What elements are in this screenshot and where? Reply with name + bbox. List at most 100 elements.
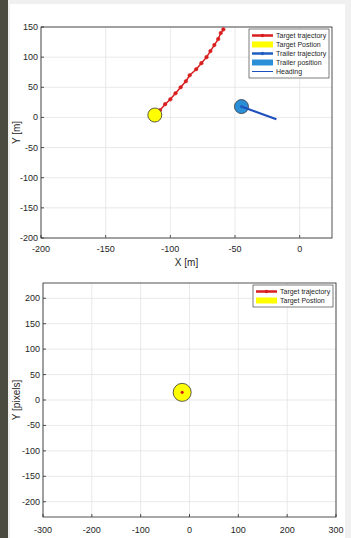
grid-line: [170, 27, 171, 238]
legend-label: Target Postion: [276, 41, 321, 49]
tick-label: -100: [22, 446, 40, 456]
tick-mark: [105, 235, 106, 238]
tick-label: 0: [187, 525, 192, 535]
tick-label: 100: [25, 344, 40, 354]
grid-line: [41, 177, 332, 178]
tick-label: -200: [83, 525, 101, 535]
trajectory-point: [163, 102, 167, 106]
tick-label: -50: [228, 244, 241, 254]
tick-label: -100: [161, 244, 179, 254]
tick-mark: [170, 235, 171, 238]
legend-label: Target trajectory: [276, 32, 327, 40]
tick-mark: [43, 298, 46, 299]
trajectory-point: [209, 49, 213, 53]
tick-mark: [43, 374, 46, 375]
trajectory-point: [205, 55, 209, 59]
tick-mark: [238, 514, 239, 517]
trajectory-point: [174, 92, 178, 96]
x-axis-label: X [m]: [175, 257, 199, 268]
trajectory-point: [188, 73, 192, 77]
trajectory-point: [194, 67, 198, 71]
grid-line: [41, 147, 332, 148]
grid-line: [43, 400, 336, 401]
legend-box: [249, 29, 329, 78]
position-marker: [173, 383, 191, 401]
tick-mark: [41, 207, 44, 208]
tick-label: -150: [20, 203, 38, 213]
legend-label: Target Postion: [280, 297, 325, 305]
trajectory-point: [200, 61, 204, 65]
tick-mark: [235, 235, 236, 238]
tick-mark: [41, 147, 44, 148]
grid-line: [105, 27, 106, 238]
trajectory-point: [213, 43, 217, 47]
legend-label: Trailer position: [276, 59, 322, 67]
tick-mark: [299, 235, 300, 238]
legend: Target trajectoryTarget Postion: [253, 285, 333, 307]
tick-label: 0: [33, 112, 38, 122]
trajectory-point: [169, 98, 173, 102]
legend-marker: [261, 52, 265, 56]
panel: [10, 274, 345, 538]
legend-marker: [261, 34, 265, 38]
y-axis-label: Y [m]: [11, 121, 22, 144]
legend-swatch: [252, 60, 273, 66]
tick-label: -150: [22, 471, 40, 481]
tick-mark: [43, 476, 46, 477]
tick-label: -100: [20, 173, 38, 183]
legend-swatch: [252, 34, 273, 37]
tick-mark: [189, 514, 190, 517]
legend-swatch: [252, 71, 273, 72]
tick-label: 100: [231, 525, 246, 535]
grid-line: [41, 207, 332, 208]
tick-label: 0: [297, 244, 302, 254]
legend-swatch: [256, 290, 277, 293]
grid-line: [43, 374, 336, 375]
legend-swatch: [252, 52, 273, 55]
grid-line: [43, 476, 336, 477]
legend-label: Heading: [276, 68, 302, 76]
grid-line: [43, 323, 336, 324]
trajectory-point: [216, 37, 220, 41]
trajectory-point: [222, 28, 226, 32]
tick-mark: [41, 87, 44, 88]
tick-label: 150: [23, 22, 38, 32]
tick-label: 300: [328, 525, 343, 535]
tick-label: 200: [280, 525, 295, 535]
tick-mark: [140, 514, 141, 517]
position-marker: [148, 108, 162, 122]
plot-frame: [41, 27, 332, 238]
trajectory-point-top: [240, 105, 243, 108]
series-line: [241, 107, 276, 120]
tick-label: 100: [23, 52, 38, 62]
tick-mark: [43, 349, 46, 350]
figure: -200 -150 -100 -50 0 -200 -150 -100 -50 0 50 100 150…: [0, 0, 351, 538]
grid-line: [41, 87, 332, 88]
tick-mark: [41, 117, 44, 118]
legend-label: Trailer trajectory: [276, 50, 327, 58]
trajectory-point: [219, 31, 223, 35]
legend: Target trajectoryTarget PostionTrailer t…: [249, 29, 329, 78]
series-line: [155, 29, 224, 114]
tick-label: 0: [35, 395, 40, 405]
tick-label: 150: [25, 319, 40, 329]
tick-mark: [43, 425, 46, 426]
position-marker: [234, 100, 248, 114]
legend-label: Target trajectory: [280, 288, 331, 296]
tick-label: -200: [20, 233, 38, 243]
chart: -200-150-100-500-200-150-100-50050100150…: [10, 4, 345, 286]
legend-marker: [265, 290, 269, 294]
plot-area: [43, 283, 336, 517]
tick-label: 50: [30, 370, 40, 380]
tick-label: 50: [28, 82, 38, 92]
tick-mark: [43, 400, 46, 401]
tick-label: -200: [22, 497, 40, 507]
tick-mark: [43, 450, 46, 451]
legend-swatch: [252, 42, 273, 48]
tick-mark: [287, 514, 288, 517]
grid-line: [43, 425, 336, 426]
tick-mark: [41, 177, 44, 178]
background: [0, 0, 351, 538]
y-axis-label: Y [pixels]: [11, 380, 22, 421]
tick-label: -50: [25, 143, 38, 153]
